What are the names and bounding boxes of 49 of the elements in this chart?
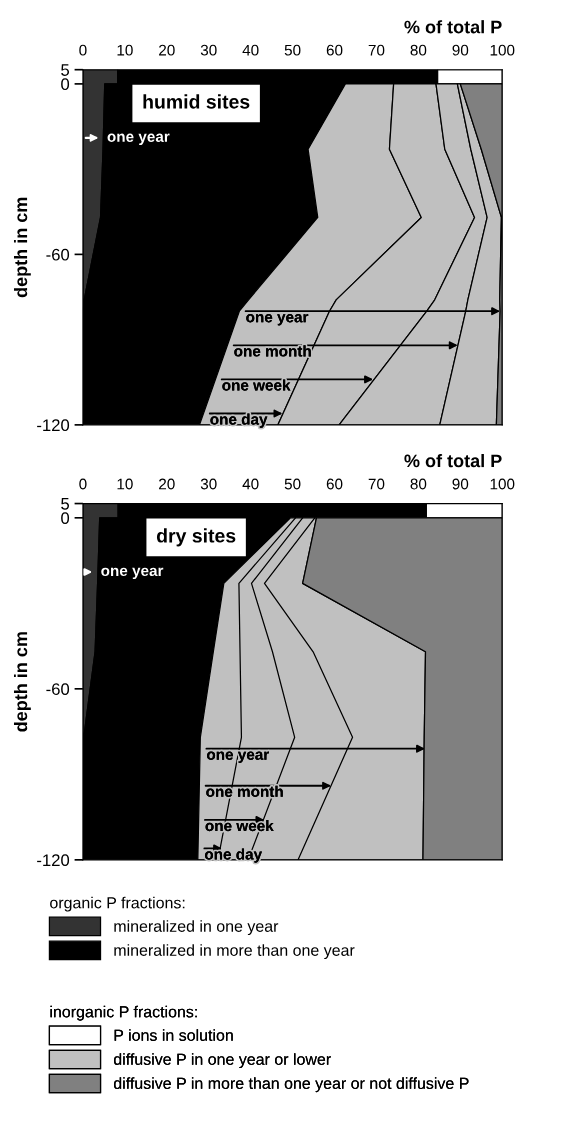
y-tick-label: 5 bbox=[61, 64, 70, 76]
text: dry sites bbox=[156, 528, 236, 547]
x-tick-label: 60 bbox=[326, 478, 343, 490]
x-tick-label: 10 bbox=[117, 478, 133, 490]
y-tick-label: -120 bbox=[37, 419, 70, 432]
annotation: one year bbox=[206, 751, 269, 763]
x-tick-label: 80 bbox=[410, 478, 427, 490]
x-tick-label: 20 bbox=[159, 44, 175, 56]
x-tick-label: 50 bbox=[284, 478, 301, 490]
x-tick-label: 60 bbox=[326, 44, 343, 56]
annotation: one year bbox=[107, 133, 170, 145]
x-tick-label: 40 bbox=[242, 478, 259, 490]
y-axis-title: depth in cm bbox=[13, 197, 31, 298]
x-tick-label: 90 bbox=[452, 478, 469, 490]
legend-label: mineralized in one year bbox=[114, 920, 279, 936]
x-tick-label: 100 bbox=[490, 44, 515, 56]
x-tick-label: 0 bbox=[79, 44, 87, 56]
legend-label: mineralized in more than one year bbox=[114, 944, 355, 960]
x-tick-label: 10 bbox=[117, 44, 133, 56]
y-tick-label: 5 bbox=[61, 498, 70, 510]
x-tick-label: 100 bbox=[490, 478, 515, 490]
x-tick-label: 40 bbox=[242, 44, 259, 56]
y-axis-title: depth in cm bbox=[13, 632, 31, 732]
x-tick-label: 70 bbox=[368, 44, 385, 56]
x-axis-title: % of total P bbox=[404, 20, 502, 34]
legend-label: diffusive P in more than one year or not diffusive P bbox=[113, 1077, 469, 1093]
x-axis-title: % of total P bbox=[404, 454, 502, 468]
x-tick-label: 50 bbox=[284, 44, 301, 56]
y-tick-label: 0 bbox=[61, 512, 70, 525]
x-tick-label: 30 bbox=[200, 44, 217, 56]
annotation: one year bbox=[101, 567, 164, 580]
y-tick-label: -60 bbox=[46, 683, 70, 696]
x-tick-label: 20 bbox=[159, 478, 175, 490]
x-tick-label: 30 bbox=[200, 478, 217, 490]
x-tick-label: 90 bbox=[452, 44, 469, 56]
text: inorganic P fractions: bbox=[50, 1005, 197, 1021]
x-tick-label: 80 bbox=[410, 44, 427, 56]
x-tick-label: 70 bbox=[368, 478, 385, 490]
annotation: one year bbox=[246, 314, 309, 326]
y-tick-label: -120 bbox=[37, 854, 70, 867]
text: humid sites bbox=[143, 94, 250, 109]
annotation: one week bbox=[222, 379, 291, 391]
text: organic P fractions: bbox=[50, 896, 185, 912]
x-tick-label: 0 bbox=[79, 478, 87, 490]
y-tick-label: -60 bbox=[46, 248, 70, 261]
legend-label: diffusive P in one year or lower bbox=[113, 1053, 331, 1069]
annotation: one month bbox=[234, 345, 311, 357]
y-tick-label: 0 bbox=[61, 78, 70, 91]
legend-label: P ions in solution bbox=[114, 1029, 233, 1041]
